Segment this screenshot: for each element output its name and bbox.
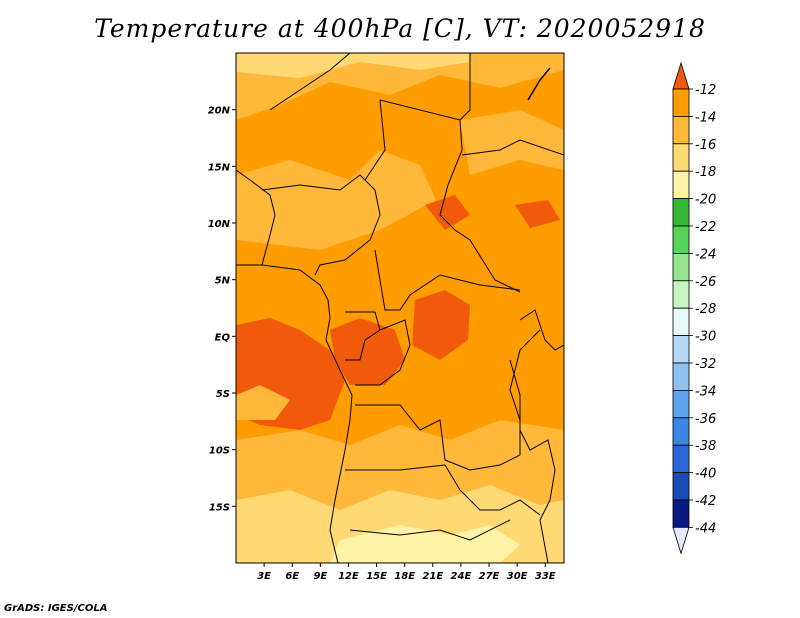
map-frame: [235, 52, 565, 564]
colorbar-label: -38: [695, 439, 716, 454]
colorbar: -12 -14 -16 -18 -20 -22 -24 -26 -28 -30 -32 -34 -36 -…: [672, 61, 716, 555]
lat-tick-label: 15N: [208, 162, 231, 173]
border-sudan-north: [461, 139, 564, 156]
borders: [236, 53, 564, 563]
border-angola-south: [345, 464, 446, 471]
lon-tick-label: 18E: [394, 571, 415, 582]
temperature-field: [236, 53, 564, 563]
colorbar-label: -18: [695, 165, 716, 180]
lon-tick-label: 3E: [257, 571, 271, 582]
lat-axis: 20N 15N 10N 5N EQ 5S 10S 15S: [208, 106, 236, 513]
colorbar-swatch: [672, 198, 690, 227]
border-chad-sudan: [439, 119, 521, 293]
colorbar-swatch: [672, 88, 690, 117]
border-lakes: [509, 359, 556, 563]
colorbar-swatch: [672, 307, 690, 337]
field-sudan-12: [515, 200, 560, 228]
lat-tick-label: EQ: [215, 332, 231, 343]
colorbar-label: -30: [695, 330, 716, 345]
lat-tick-label: 20N: [208, 106, 231, 117]
lon-tick-label: 12E: [338, 571, 359, 582]
lat-tick-label: 10N: [208, 219, 231, 230]
lon-tick-label: 30E: [507, 571, 528, 582]
coast-red-sea: [527, 67, 551, 101]
border-car: [374, 249, 521, 311]
colorbar-swatch: [672, 252, 690, 282]
colorbar-label: -34: [695, 384, 716, 399]
colorbar-label: -26: [695, 275, 716, 290]
border-nigeria: [261, 174, 381, 276]
colorbar-swatch: [672, 116, 690, 145]
border-niger-chad: [364, 99, 386, 181]
border-congo: [355, 319, 411, 386]
border-namibia-botswana: [349, 519, 511, 541]
colorbar-swatch: [672, 143, 690, 172]
border-zambia: [444, 464, 541, 516]
colorbar-bottom-arrow: [672, 527, 690, 555]
field-south-20: [330, 525, 520, 563]
colorbar-label: -16: [695, 138, 716, 153]
colorbar-swatch: [672, 335, 690, 364]
colorbar-label: -42: [695, 494, 716, 509]
colorbar-swatch: [672, 444, 690, 474]
field-north-18: [236, 53, 470, 78]
lon-tick-label: 15E: [366, 571, 387, 582]
colorbar-label: -14: [695, 110, 716, 125]
coastline-west: [236, 169, 353, 563]
credit-text: GrADS: IGES/COLA: [4, 603, 108, 614]
field-ocean-16: [236, 385, 290, 420]
field-congo-12: [412, 290, 470, 360]
field-sudan-16: [460, 110, 564, 175]
colorbar-swatch: [672, 225, 690, 254]
colorbar-label: -40: [695, 467, 716, 482]
lat-tick-label: 5S: [216, 389, 230, 400]
colorbar-label: -12: [695, 83, 716, 98]
border-algeria-mali: [269, 53, 351, 111]
colorbar-swatch: [672, 280, 690, 309]
colorbar-label: -28: [695, 302, 716, 317]
colorbar-swatch: [672, 417, 690, 446]
colorbar-label: -20: [695, 193, 716, 208]
colorbar-label: -24: [695, 247, 716, 262]
colorbar-label: -44: [695, 521, 716, 536]
lon-tick-label: 27E: [479, 571, 500, 582]
lon-tick-label: 9E: [313, 571, 327, 582]
colorbar-label: -22: [695, 220, 716, 235]
lon-tick-label: 21E: [422, 571, 443, 582]
field-car-12: [425, 195, 470, 230]
colorbar-label: -32: [695, 357, 716, 372]
border-libya: [379, 53, 471, 121]
lon-tick-label: 24E: [451, 571, 472, 582]
colorbar-top-arrow: [672, 61, 690, 90]
colorbar-swatch: [672, 389, 690, 419]
field-gabon-12: [330, 318, 405, 385]
border-gabon: [345, 311, 381, 361]
field-sahel-16: [236, 150, 436, 250]
border-uganda-kenya: [519, 309, 564, 351]
lon-tick-label: 33E: [535, 571, 556, 582]
lat-tick-label: 15S: [209, 502, 230, 513]
lat-tick-label: 10S: [209, 446, 230, 457]
colorbar-swatch: [672, 472, 690, 501]
lat-tick-label: 5N: [215, 276, 231, 287]
colorbar-swatch: [672, 362, 690, 391]
lon-tick-label: 6E: [285, 571, 299, 582]
colorbar-label: -36: [695, 412, 716, 427]
chart-title: Temperature at 400hPa [C], VT: 202005291…: [94, 14, 706, 43]
colorbar-swatch: [672, 499, 690, 528]
lon-axis: 3E 6E 9E 12E 15E 18E 21E 24E 27E 30E 33E: [257, 563, 556, 582]
colorbar-swatch: [672, 170, 690, 199]
border-drc: [355, 329, 541, 471]
